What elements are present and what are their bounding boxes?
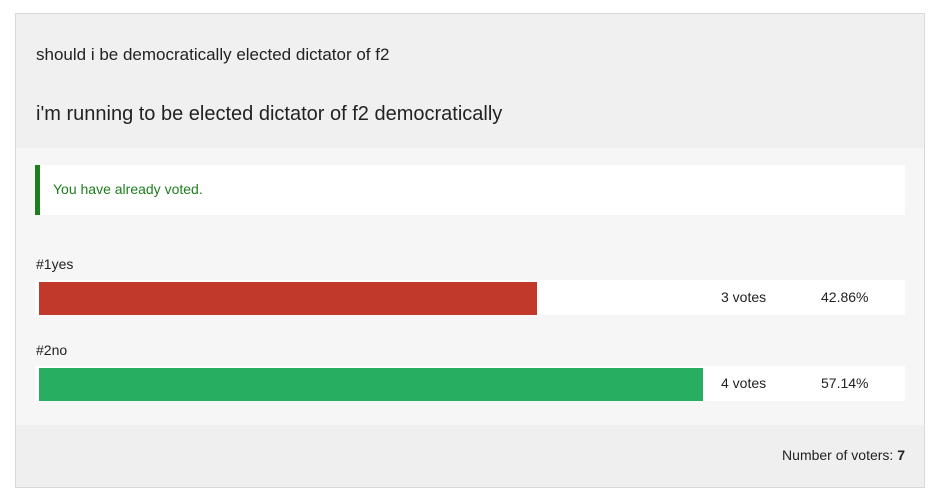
voter-count: Number of voters: 7 [782,447,905,463]
vote-count-no: 4 votes [721,375,767,391]
result-row-yes: 3 votes 42.86% [35,280,905,315]
option-label-no: #2no [36,342,68,358]
result-bar-yes [39,282,537,315]
result-bar-no [39,368,703,401]
poll-header: should i be democratically elected dicta… [16,14,924,148]
notice-text: You have already voted. [53,181,203,197]
poll-footer: Number of voters: 7 [16,425,924,487]
result-bar-track [39,282,703,315]
poll-results: You have already voted. #1yes 3 votes 42… [16,148,924,425]
poll-question: should i be democratically elected dicta… [36,45,390,64]
already-voted-notice: You have already voted. [35,165,905,215]
vote-count-yes: 3 votes [721,289,767,305]
option-label-yes: #1yes [36,256,74,272]
voter-count-label: Number of voters: [782,447,898,463]
result-row-no: 4 votes 57.14% [35,366,905,401]
vote-percent-yes: 42.86% [821,289,869,305]
voter-count-value: 7 [897,447,905,463]
result-bar-track [39,368,703,401]
vote-percent-no: 57.14% [821,375,869,391]
poll-widget: should i be democratically elected dicta… [15,13,925,488]
poll-title: i'm running to be elected dictator of f2… [36,103,503,125]
